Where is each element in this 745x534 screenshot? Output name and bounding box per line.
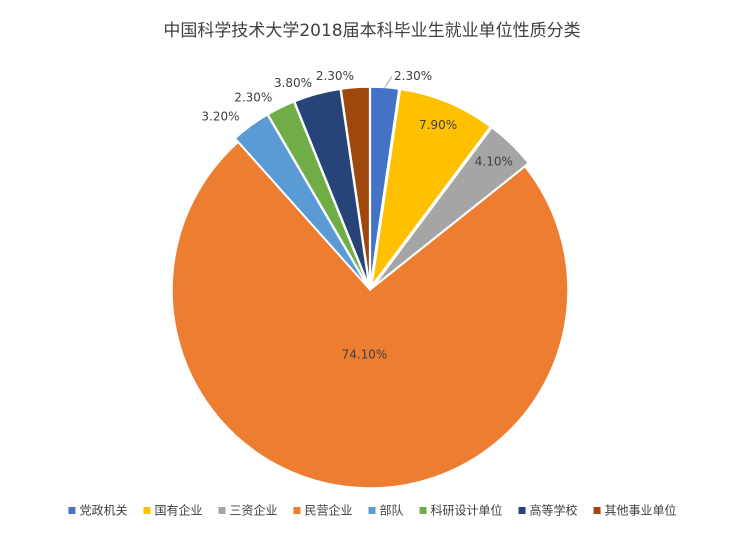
legend-swatch: [368, 507, 376, 514]
data-label: 3.80%: [274, 76, 312, 90]
legend-swatch: [68, 507, 76, 514]
pie-slice: [340, 86, 371, 286]
legend-swatch: [518, 507, 526, 514]
pie-slice: [293, 88, 370, 286]
legend-label: 民营企业: [304, 503, 352, 518]
data-label: 74.10%: [342, 348, 388, 362]
legend-swatch: [218, 507, 226, 514]
pie-slice: [234, 113, 368, 287]
pie-slice: [171, 141, 569, 489]
data-label: 2.30%: [316, 69, 354, 83]
pie-slice: [371, 88, 492, 286]
legend-swatch: [293, 507, 301, 514]
legend-label: 部队: [380, 503, 404, 518]
legend-label: 科研设计单位: [431, 503, 503, 518]
data-label: 2.30%: [394, 69, 432, 83]
legend-label: 国有企业: [154, 503, 202, 518]
pie-slice: [267, 100, 369, 286]
data-label: 7.90%: [419, 118, 457, 132]
legend: 党政机关 国有企业 三资企业 民营企业 部队 科研设计单位 高等学校 其他事业单位: [68, 503, 677, 518]
legend-swatch: [593, 507, 601, 514]
legend-swatch: [419, 507, 427, 514]
pie-slice: [372, 126, 530, 287]
legend-label: 其他事业单位: [605, 503, 677, 518]
leader-line: [384, 76, 393, 88]
data-label: 4.10%: [475, 155, 513, 169]
legend-label: 高等学校: [530, 503, 578, 518]
chart-title: 中国科学技术大学2018届本科毕业生就业单位性质分类: [163, 21, 580, 41]
data-label: 3.20%: [201, 109, 239, 123]
legend-label: 三资企业: [229, 503, 277, 518]
legend-swatch: [143, 507, 151, 514]
data-label: 2.30%: [234, 90, 272, 104]
legend-label: 党政机关: [79, 503, 127, 518]
